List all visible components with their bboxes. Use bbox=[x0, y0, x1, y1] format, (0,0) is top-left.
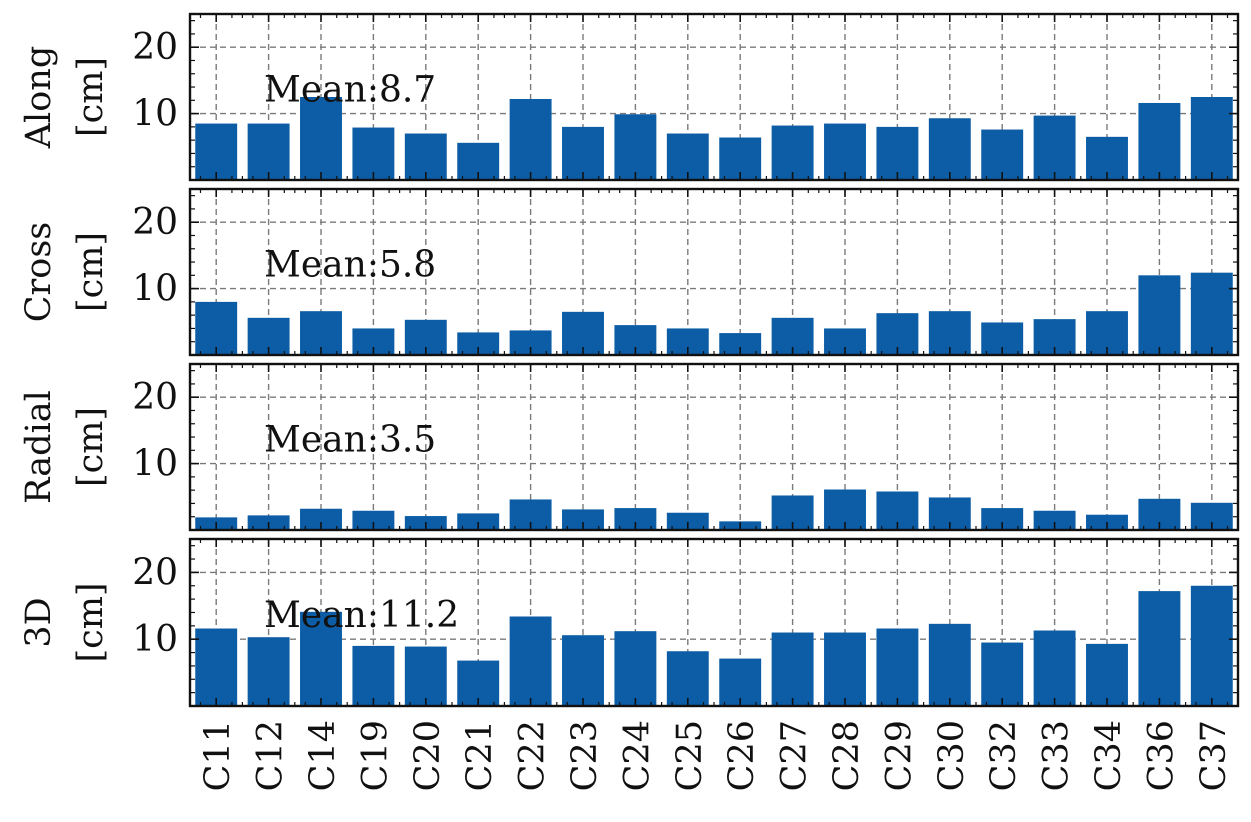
bar-C22 bbox=[509, 616, 552, 706]
y-axis-label-line2: [cm] bbox=[71, 57, 111, 137]
y-tick-label: 10 bbox=[132, 94, 178, 135]
bar-C32 bbox=[981, 129, 1024, 180]
x-tick-label-C22: C22 bbox=[513, 720, 553, 791]
bar-C37 bbox=[1190, 272, 1233, 355]
x-tick-label-C25: C25 bbox=[670, 720, 710, 791]
bar-C23 bbox=[562, 126, 604, 180]
bar-C24 bbox=[614, 631, 657, 706]
x-tick-label-C20: C20 bbox=[408, 720, 448, 791]
x-tick-label-C36: C36 bbox=[1141, 720, 1181, 791]
bar-C22 bbox=[509, 98, 552, 180]
bar-C14 bbox=[300, 508, 342, 530]
mean-annotation: Mean:3.5 bbox=[264, 420, 436, 461]
bar-C19 bbox=[352, 127, 395, 180]
bar-C27 bbox=[771, 632, 814, 706]
bar-C14 bbox=[300, 611, 342, 706]
y-tick-label: 20 bbox=[132, 27, 178, 68]
y-tick-label: 20 bbox=[132, 377, 178, 418]
y-axis-label-line2: [cm] bbox=[71, 582, 111, 662]
x-tick-label-C24: C24 bbox=[617, 720, 657, 791]
y-axis-label: Radial [cm] bbox=[19, 390, 111, 504]
panel-3: 10 20 Radial [cm] Mean:3.5 bbox=[19, 362, 1240, 532]
bar-C36 bbox=[1138, 591, 1181, 706]
y-axis-label-line1: Radial bbox=[19, 390, 59, 504]
bar-C28 bbox=[824, 123, 866, 180]
bar-C25 bbox=[666, 512, 709, 530]
bar-C11 bbox=[195, 123, 238, 180]
bar-C26 bbox=[719, 333, 762, 355]
x-tick-label-C37: C37 bbox=[1194, 720, 1234, 791]
bar-C30 bbox=[928, 118, 971, 180]
x-tick-label-C28: C28 bbox=[827, 720, 867, 791]
x-tick-label-C23: C23 bbox=[565, 720, 605, 791]
y-tick-label: 10 bbox=[132, 444, 178, 485]
bar-C36 bbox=[1138, 275, 1181, 355]
bar-C37 bbox=[1190, 585, 1233, 706]
y-axis-label-line1: Along bbox=[19, 46, 59, 150]
bar-C12 bbox=[247, 637, 290, 706]
y-tick-label: 10 bbox=[132, 619, 178, 660]
x-tick-label-C12: C12 bbox=[251, 720, 291, 791]
mean-annotation: Mean:8.7 bbox=[264, 70, 436, 111]
bar-C19 bbox=[352, 510, 395, 530]
y-tick-label: 10 bbox=[132, 269, 178, 310]
panel-2: 10 20 Cross [cm] Mean:5.8 bbox=[19, 187, 1240, 357]
x-tick-label-C30: C30 bbox=[932, 720, 972, 791]
bar-C24 bbox=[614, 508, 657, 530]
y-axis-label: 3D [cm] bbox=[19, 582, 111, 662]
bar-C25 bbox=[666, 651, 709, 706]
bar-C20 bbox=[404, 646, 447, 706]
bar-C21 bbox=[457, 332, 500, 355]
bar-C14 bbox=[300, 97, 342, 180]
bar-C21 bbox=[457, 513, 500, 530]
x-tick-label-C27: C27 bbox=[775, 720, 815, 791]
x-tick-label-C33: C33 bbox=[1037, 720, 1077, 791]
x-tick-label-C32: C32 bbox=[984, 720, 1024, 791]
y-axis-label-line1: 3D bbox=[19, 597, 59, 647]
x-tick-label-C21: C21 bbox=[460, 720, 500, 791]
bar-C37 bbox=[1190, 97, 1233, 180]
x-tick-label-C29: C29 bbox=[879, 720, 919, 791]
bar-C33 bbox=[1033, 510, 1076, 530]
x-tick-label-C34: C34 bbox=[1089, 720, 1129, 791]
panel-4: 10 20 3D [cm] Mean:11.2 C11 C12 C14 C19 C20 C21 C22… bbox=[19, 537, 1240, 791]
y-axis-label-line2: [cm] bbox=[71, 232, 111, 312]
bar-C23 bbox=[562, 509, 604, 530]
bar-C33 bbox=[1033, 630, 1076, 706]
mean-annotation: Mean:5.8 bbox=[264, 245, 436, 286]
bar-C32 bbox=[981, 642, 1024, 706]
bar-C32 bbox=[981, 508, 1024, 530]
y-tick-label: 20 bbox=[132, 202, 178, 243]
x-tick-label-C19: C19 bbox=[355, 720, 395, 791]
y-axis-label: Along [cm] bbox=[19, 46, 111, 150]
x-tick-label-C11: C11 bbox=[198, 720, 238, 791]
x-tick-label-C26: C26 bbox=[722, 720, 762, 791]
panel-1: 10 20 Along [cm] Mean:8.7 bbox=[19, 12, 1240, 182]
bar-C19 bbox=[352, 645, 395, 706]
bar-C24 bbox=[614, 114, 657, 180]
bar-C12 bbox=[247, 123, 290, 180]
bar-C36 bbox=[1138, 102, 1181, 180]
mean-annotation: Mean:11.2 bbox=[264, 595, 459, 636]
bar-C34 bbox=[1086, 643, 1128, 706]
bar-C29 bbox=[876, 628, 919, 706]
y-axis-label-line2: [cm] bbox=[71, 407, 111, 487]
bar-C27 bbox=[771, 125, 814, 180]
bar-C28 bbox=[824, 632, 866, 706]
y-tick-label: 20 bbox=[132, 552, 178, 593]
x-tick-label-C14: C14 bbox=[303, 720, 343, 791]
bar-C11 bbox=[195, 628, 238, 706]
bar-C11 bbox=[195, 301, 238, 355]
bar-C23 bbox=[562, 635, 604, 706]
bar-C30 bbox=[928, 623, 971, 706]
y-axis-label: Cross [cm] bbox=[19, 222, 111, 323]
y-axis-label-line1: Cross bbox=[19, 222, 59, 323]
bar-C29 bbox=[876, 126, 919, 180]
bar-C33 bbox=[1033, 115, 1076, 180]
